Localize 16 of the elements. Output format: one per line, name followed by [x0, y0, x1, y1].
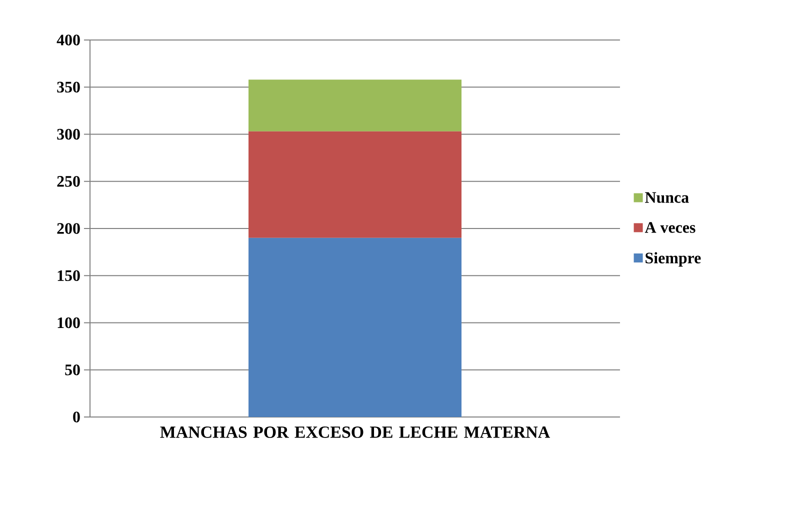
y-tick-label: 0	[73, 412, 80, 422]
y-tick-label: 50	[65, 364, 80, 376]
bar	[248, 131, 462, 238]
y-tick-label: 300	[57, 128, 80, 140]
x-tick-label: MANCHAS POR EXCESO DE LECHE MATERNA	[160, 426, 550, 438]
legend-label: A veces	[644, 222, 696, 233]
y-tick-label: 400	[56, 34, 80, 46]
legend-label: Nunca	[645, 192, 689, 203]
y-tick-label: 100	[58, 317, 80, 328]
y-tick-label: 250	[57, 176, 80, 187]
y-tick-label: 200	[57, 223, 80, 234]
legend-label: Siempre	[646, 252, 701, 267]
bar	[248, 80, 462, 132]
y-tick-label: 150	[58, 270, 80, 281]
y-tick-label: 350	[57, 82, 80, 92]
bar	[248, 238, 462, 417]
